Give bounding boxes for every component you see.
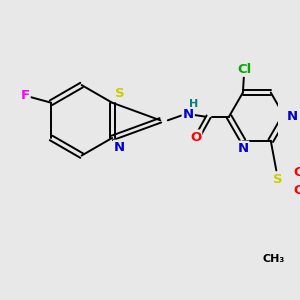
Text: F: F	[21, 89, 30, 102]
Text: Cl: Cl	[238, 63, 252, 76]
Text: S: S	[115, 87, 124, 100]
Text: N: N	[237, 142, 248, 154]
Text: O: O	[293, 184, 300, 197]
Text: O: O	[293, 166, 300, 179]
Text: N: N	[114, 141, 125, 154]
Text: N: N	[286, 110, 298, 123]
Text: O: O	[190, 130, 201, 143]
Text: CH₃: CH₃	[263, 254, 285, 264]
Text: N: N	[183, 108, 194, 121]
Text: H: H	[189, 99, 198, 109]
Text: S: S	[273, 173, 283, 186]
